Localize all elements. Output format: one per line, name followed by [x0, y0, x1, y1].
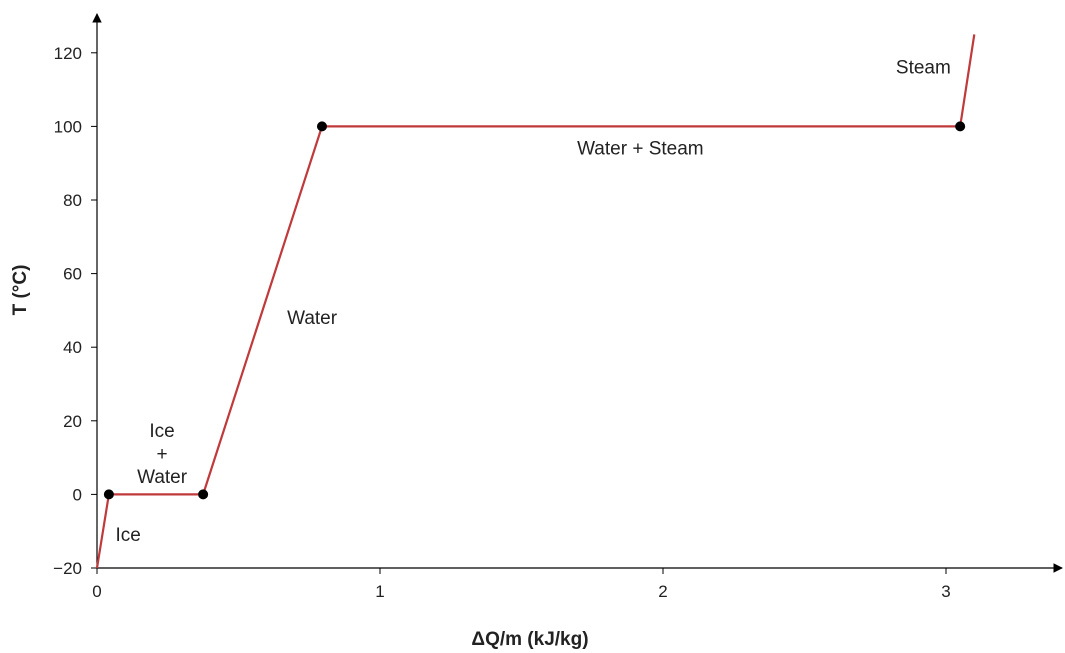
y-tick-label: 80: [63, 191, 82, 210]
y-tick-label: −20: [53, 559, 82, 578]
axes: [92, 13, 1063, 573]
x-tick-label: 1: [375, 582, 384, 601]
region-label: Ice: [115, 525, 140, 546]
data-point-marker: [316, 121, 327, 132]
data-series: [95, 34, 976, 569]
x-tick-label: 0: [92, 582, 101, 601]
region-label: +: [157, 444, 168, 465]
y-tick-label: 120: [54, 44, 82, 63]
y-tick-label: 40: [63, 338, 82, 357]
region-label: Ice: [149, 421, 174, 442]
region-label: Steam: [896, 58, 951, 79]
y-tick-label: 20: [63, 412, 82, 431]
heating-curve-line: [95, 34, 976, 569]
y-axis-title: T (°C): [10, 265, 31, 316]
data-point-marker: [198, 489, 209, 500]
axis-ticks: 0 1 2 3 −20 0 20 40 60 80 100 120: [53, 44, 951, 601]
y-tick-label: 0: [73, 485, 82, 504]
y-tick-label: 60: [63, 265, 82, 284]
region-label: Water: [287, 308, 338, 329]
data-point-marker: [955, 121, 966, 132]
data-point-marker: [103, 489, 114, 500]
data-markers: [103, 121, 966, 500]
x-tick-label: 3: [941, 582, 950, 601]
x-axis-title: ΔQ/m (kJ/kg): [471, 629, 588, 650]
region-label: Water + Steam: [577, 138, 704, 159]
y-tick-label: 100: [54, 117, 82, 136]
region-label: Water: [137, 467, 188, 488]
x-tick-label: 2: [658, 582, 667, 601]
